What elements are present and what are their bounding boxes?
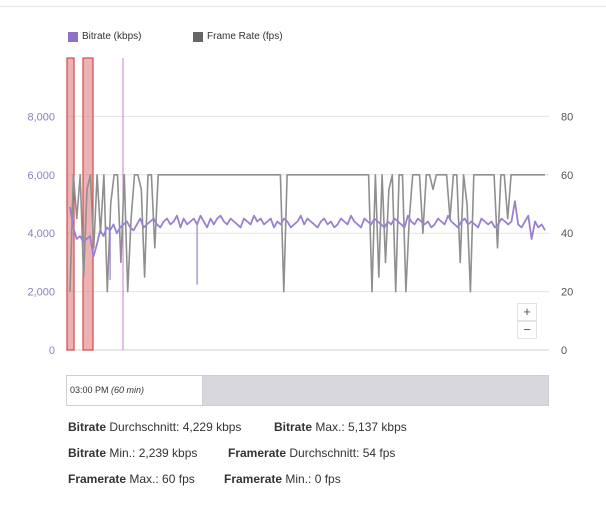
legend-swatch-framerate [193, 31, 203, 42]
bitrate-framerate-chart: 0 2,000 4,000 6,000 8,000 0 20 40 60 80 [27, 57, 573, 357]
stat-value: Min.: 2,239 kbps [109, 446, 198, 460]
stat-bitrate-max: Bitrate Max.: 5,137 kbps [274, 420, 407, 434]
legend-item-framerate[interactable]: Frame Rate (fps) [193, 31, 283, 42]
right-tick-label: 40 [561, 228, 573, 240]
stat-label: Framerate [224, 472, 283, 486]
left-tick-label: 4,000 [27, 228, 55, 240]
timeline-selection-window[interactable]: 03:00 PM (60 min) [67, 376, 203, 405]
right-y-axis: 0 20 40 60 80 [561, 111, 573, 357]
left-tick-label: 6,000 [27, 170, 55, 182]
highlight-band [66, 57, 75, 351]
zoom-in-button[interactable]: + [517, 303, 537, 321]
left-y-axis: 0 2,000 4,000 6,000 8,000 [27, 111, 55, 357]
legend-item-bitrate[interactable]: Bitrate (kbps) [68, 31, 141, 42]
stat-bitrate-min: Bitrate Min.: 2,239 kbps [68, 446, 197, 460]
timeline-navigator[interactable]: 03:00 PM (60 min) [66, 375, 549, 406]
stat-framerate-min: Framerate Min.: 0 fps [224, 472, 341, 486]
stat-value: Min.: 0 fps [285, 472, 341, 486]
stat-value: Max.: 5,137 kbps [315, 420, 407, 434]
legend-label-framerate: Frame Rate (fps) [207, 31, 283, 42]
right-tick-label: 20 [561, 287, 573, 299]
chart-grid [66, 115, 549, 351]
right-tick-label: 80 [561, 111, 573, 123]
left-tick-label: 2,000 [27, 287, 55, 299]
legend-swatch-bitrate [68, 31, 78, 42]
left-tick-label: 8,000 [27, 111, 55, 123]
stat-bitrate-average: Bitrate Durchschnitt: 4,229 kbps [68, 420, 241, 434]
top-divider [0, 6, 606, 7]
stat-value: Durchschnitt: 4,229 kbps [109, 420, 242, 434]
stat-label: Framerate [228, 446, 287, 460]
stat-label: Bitrate [274, 420, 313, 434]
zoom-out-button[interactable]: − [517, 321, 537, 339]
right-tick-label: 60 [561, 170, 573, 182]
legend-label-bitrate: Bitrate (kbps) [82, 31, 142, 42]
stat-framerate-max: Framerate Max.: 60 fps [68, 472, 195, 486]
timeline-time: 03:00 PM [70, 385, 109, 395]
stat-label: Framerate [68, 472, 127, 486]
chart-plot-area [69, 174, 546, 293]
stat-label: Bitrate [68, 420, 107, 434]
stat-label: Bitrate [68, 446, 107, 460]
chart-markers [66, 57, 124, 351]
timeline-duration: (60 min) [111, 385, 145, 395]
right-tick-label: 0 [561, 345, 567, 357]
stat-value: Durchschnitt: 54 fps [289, 446, 396, 460]
left-tick-label: 0 [49, 345, 55, 357]
highlight-band [82, 57, 94, 351]
series-line-bitrate [69, 200, 546, 258]
stat-framerate-average: Framerate Durchschnitt: 54 fps [228, 446, 395, 460]
stat-value: Max.: 60 fps [129, 472, 195, 486]
series-line-frame-rate [69, 174, 545, 293]
